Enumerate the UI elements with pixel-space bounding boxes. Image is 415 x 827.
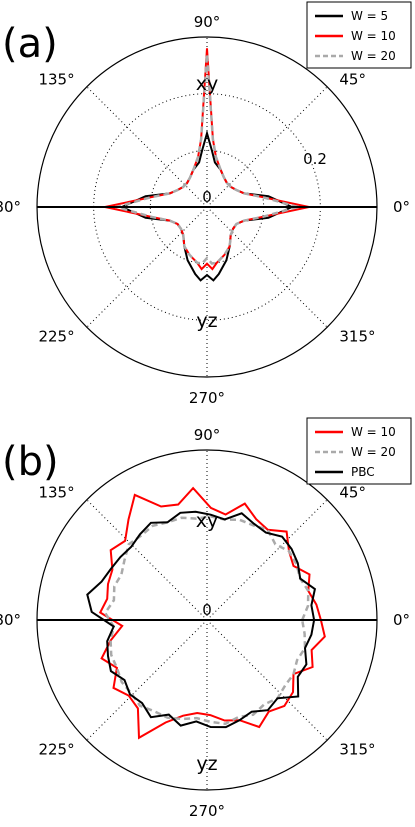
grid-spoke xyxy=(206,619,328,741)
grid-spoke xyxy=(86,499,208,621)
angle-tick-label: 90° xyxy=(194,426,221,444)
angle-tick-label: 135° xyxy=(38,484,74,502)
radial-tick-label: 0 xyxy=(202,188,212,206)
panel-label: (b) xyxy=(2,439,59,485)
legend-entry-label: W = 20 xyxy=(351,445,396,459)
annotation-yz: yz xyxy=(196,753,217,775)
polar-panel-a: (a) 0° 45° 90° 135° 180° 225° 270° 315° 0 0.2 xy yz W… xyxy=(0,1,412,407)
angle-tick-label: 180° xyxy=(0,198,21,216)
grid-spoke xyxy=(206,499,328,621)
grid-spoke xyxy=(86,619,208,741)
angle-tick-label: 180° xyxy=(0,611,21,629)
angle-tick-label: 45° xyxy=(339,484,366,502)
grid-spoke xyxy=(206,86,328,208)
annotation-xy: xy xyxy=(196,510,219,532)
grid-spoke xyxy=(86,206,208,328)
grid-spoke xyxy=(86,86,208,208)
legend: W = 5 W = 10 W = 20 xyxy=(306,1,412,69)
legend-entry-label: W = 10 xyxy=(351,29,396,43)
legend-entry-label: W = 10 xyxy=(351,425,396,439)
angle-tick-label: 315° xyxy=(339,740,375,758)
annotation-xy: xy xyxy=(196,73,219,95)
legend-entry-label: PBC xyxy=(351,465,375,479)
angle-tick-label: 0° xyxy=(393,611,410,629)
radial-tick-label: 0 xyxy=(202,601,212,619)
legend-entry-label: W = 5 xyxy=(351,9,388,23)
grid-spoke xyxy=(206,206,328,328)
legend: W = 10 W = 20 PBC xyxy=(306,417,412,485)
angle-tick-label: 270° xyxy=(189,802,225,820)
angle-tick-label: 225° xyxy=(38,327,74,345)
angle-tick-label: 135° xyxy=(38,71,74,89)
angle-tick-label: 315° xyxy=(339,327,375,345)
polar-panel-b: (b) 0° 45° 90° 135° 180° 225° 270° 315° 0 xy yz W = … xyxy=(0,417,412,820)
angle-tick-label: 0° xyxy=(393,198,410,216)
angle-tick-label: 270° xyxy=(189,389,225,407)
radial-tick-label: 0.2 xyxy=(303,150,327,168)
angle-tick-label: 90° xyxy=(194,13,221,31)
panel-label: (a) xyxy=(2,21,58,67)
annotation-yz: yz xyxy=(196,310,217,332)
angle-tick-label: 45° xyxy=(339,71,366,89)
legend-entry-label: W = 20 xyxy=(351,49,396,63)
angle-tick-label: 225° xyxy=(38,740,74,758)
